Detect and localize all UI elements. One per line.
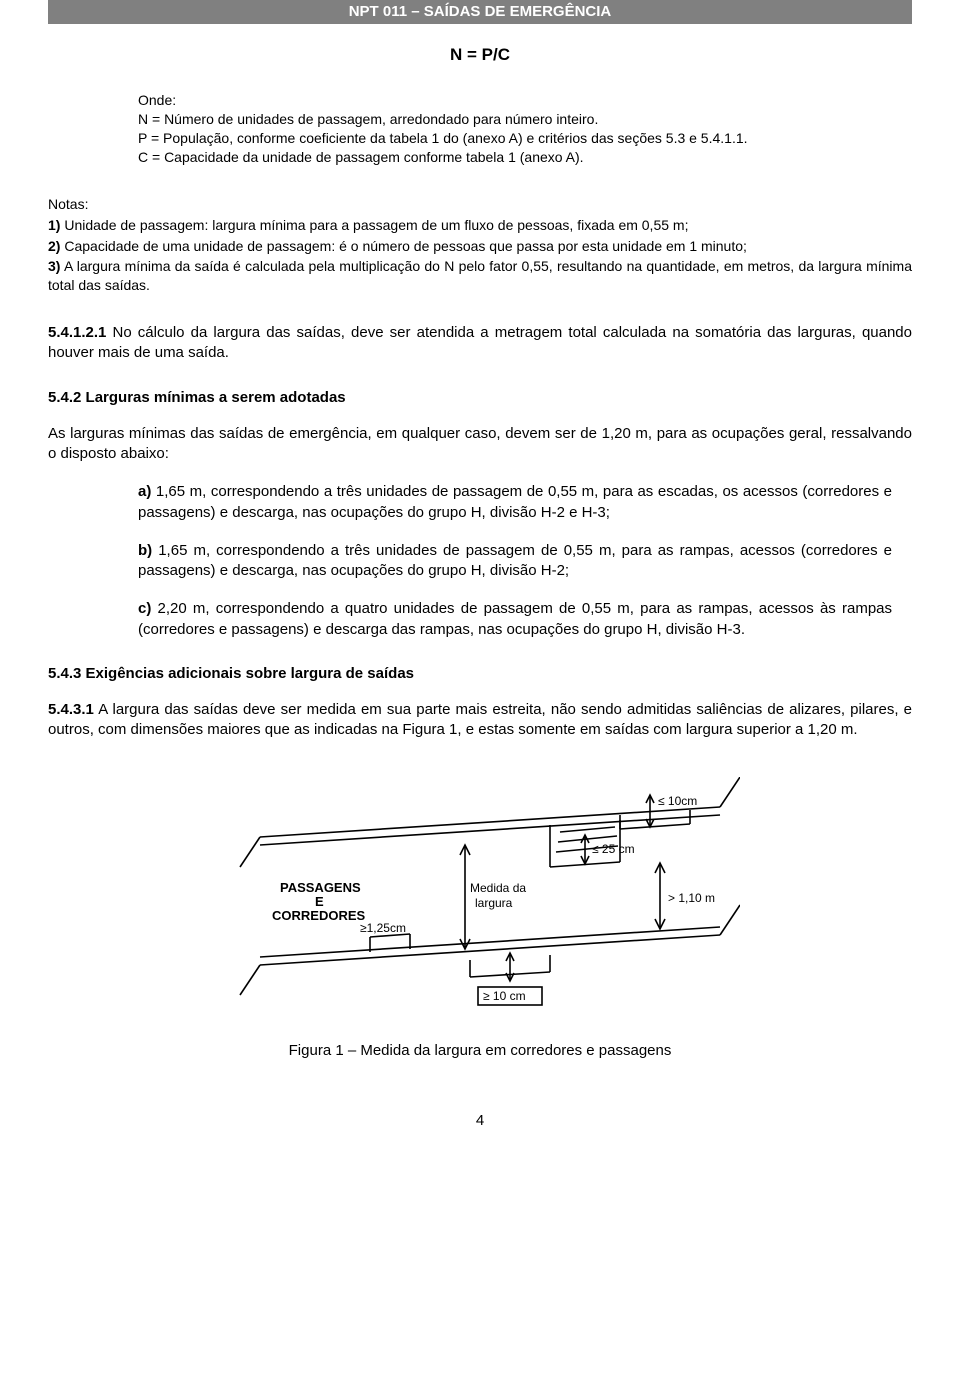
figure-1-diagram: PASSAGENS E CORREDORES ≥1,25cm Medida da… xyxy=(220,777,740,1017)
para-54121-text: No cálculo da largura das saídas, deve s… xyxy=(48,324,912,361)
nota-2: 2) Capacidade de uma unidade de passagem… xyxy=(48,237,912,256)
svg-text:Medida da: Medida da xyxy=(470,881,526,895)
para-542-intro: As larguras mínimas das saídas de emergê… xyxy=(48,424,912,465)
nota-3: 3) A largura mínima da saída é calculada… xyxy=(48,257,912,295)
para-54121: 5.4.1.2.1 No cálculo da largura das saíd… xyxy=(48,323,912,364)
figure-1-caption: Figura 1 – Medida da largura em corredor… xyxy=(48,1041,912,1061)
onde-label: Onde: xyxy=(138,91,912,110)
heading-542: 5.4.2 Larguras mínimas a serem adotadas xyxy=(48,388,912,408)
list-542: a) 1,65 m, correspondendo a três unidade… xyxy=(138,482,892,640)
list-542-a-text: 1,65 m, correspondendo a três unidades d… xyxy=(138,483,892,520)
svg-text:PASSAGENS: PASSAGENS xyxy=(280,880,361,895)
figure-1: PASSAGENS E CORREDORES ≥1,25cm Medida da… xyxy=(48,777,912,1062)
formula: N = P/C xyxy=(48,44,912,67)
notas-block: Notas: 1) Unidade de passagem: largura m… xyxy=(48,195,912,295)
nota-1-text: Unidade de passagem: largura mínima para… xyxy=(64,217,688,233)
svg-text:≤ 25 cm: ≤ 25 cm xyxy=(592,842,635,856)
svg-text:> 1,10 m: > 1,10 m xyxy=(668,891,715,905)
notas-label: Notas: xyxy=(48,195,912,214)
onde-line-1: P = População, conforme coeficiente da t… xyxy=(138,129,912,148)
list-542-a-key: a) xyxy=(138,483,151,500)
nota-3-num: 3) xyxy=(48,258,60,274)
list-542-c-key: c) xyxy=(138,600,151,617)
nota-3-text: A largura mínima da saída é calculada pe… xyxy=(48,258,912,293)
svg-text:CORREDORES: CORREDORES xyxy=(272,908,366,923)
para-5431: 5.4.3.1 A largura das saídas deve ser me… xyxy=(48,700,912,741)
page-header-bar: NPT 011 – SAÍDAS DE EMERGÊNCIA xyxy=(48,0,912,24)
nota-2-text: Capacidade de uma unidade de passagem: é… xyxy=(64,238,747,254)
nota-1: 1) Unidade de passagem: largura mínima p… xyxy=(48,216,912,235)
list-542-a: a) 1,65 m, correspondendo a três unidade… xyxy=(138,482,892,523)
list-542-b-key: b) xyxy=(138,542,152,559)
nota-2-num: 2) xyxy=(48,238,60,254)
onde-line-2: C = Capacidade da unidade de passagem co… xyxy=(138,148,912,167)
svg-text:≥ 10 cm: ≥ 10 cm xyxy=(483,989,526,1003)
list-542-c: c) 2,20 m, correspondendo a quatro unida… xyxy=(138,599,892,640)
svg-text:E: E xyxy=(315,894,324,909)
header-title: NPT 011 – SAÍDAS DE EMERGÊNCIA xyxy=(349,3,612,20)
svg-text:≤ 10cm: ≤ 10cm xyxy=(658,794,697,808)
para-5431-lead: 5.4.3.1 xyxy=(48,701,94,718)
svg-text:≥1,25cm: ≥1,25cm xyxy=(360,921,406,935)
list-542-c-text: 2,20 m, correspondendo a quatro unidades… xyxy=(138,600,892,637)
list-542-b-text: 1,65 m, correspondendo a três unidades d… xyxy=(138,542,892,579)
onde-block: Onde: N = Número de unidades de passagem… xyxy=(138,91,912,167)
onde-line-0: N = Número de unidades de passagem, arre… xyxy=(138,110,912,129)
heading-543: 5.4.3 Exigências adicionais sobre largur… xyxy=(48,664,912,684)
page-number: 4 xyxy=(48,1111,912,1131)
nota-1-num: 1) xyxy=(48,217,60,233)
svg-text:largura: largura xyxy=(475,896,513,910)
list-542-b: b) 1,65 m, correspondendo a três unidade… xyxy=(138,541,892,582)
para-54121-lead: 5.4.1.2.1 xyxy=(48,324,106,341)
para-5431-text: A largura das saídas deve ser medida em … xyxy=(48,701,912,738)
